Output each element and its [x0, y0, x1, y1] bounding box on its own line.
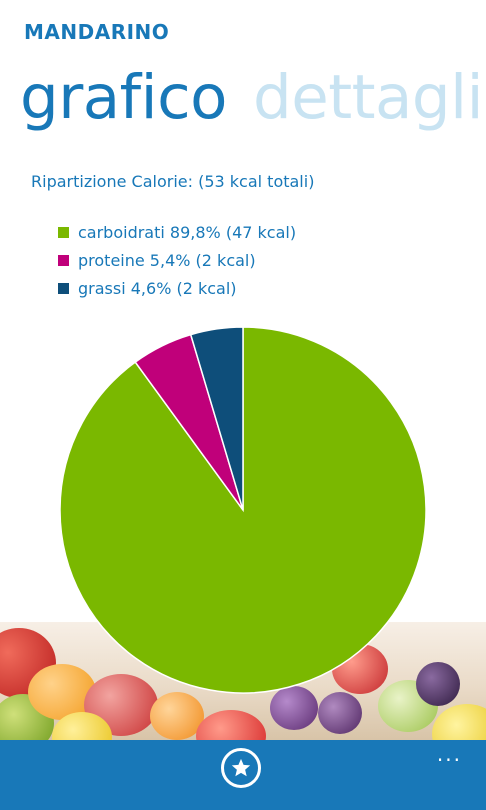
legend-label-carboidrati: carboidrati 89,8% (47 kcal)	[78, 222, 297, 242]
legend-label-grassi: grassi 4,6% (2 kcal)	[78, 278, 237, 298]
legend-swatch-proteine	[58, 254, 69, 266]
legend-swatch-grassi	[58, 282, 69, 294]
legend-item-proteine: proteine 5,4% (2 kcal)	[58, 246, 296, 274]
pivot-header: grafico dettagli	[20, 62, 486, 133]
app-bar: ...	[0, 740, 486, 810]
legend-label-proteine: proteine 5,4% (2 kcal)	[78, 250, 256, 270]
add-favorite-icon	[231, 758, 251, 777]
pie-slice-grassi	[189, 326, 244, 511]
chart-legend: carboidrati 89,8% (47 kcal) proteine 5,4…	[58, 218, 296, 302]
chart-title: Ripartizione Calorie: (53 kcal totali)	[31, 172, 315, 191]
calories-pie-chart	[59, 326, 427, 694]
legend-item-carboidrati: carboidrati 89,8% (47 kcal)	[58, 218, 296, 246]
appbar-more-ellipsis[interactable]: ...	[436, 742, 462, 766]
app-title: MANDARINO	[24, 20, 170, 44]
pivot-tab-dettagli[interactable]: dettagli	[252, 62, 484, 133]
add-favorite-button[interactable]	[221, 748, 261, 788]
legend-item-grassi: grassi 4,6% (2 kcal)	[58, 274, 296, 302]
pivot-tab-grafico[interactable]: grafico	[20, 62, 227, 133]
legend-swatch-carboidrati	[58, 226, 69, 238]
